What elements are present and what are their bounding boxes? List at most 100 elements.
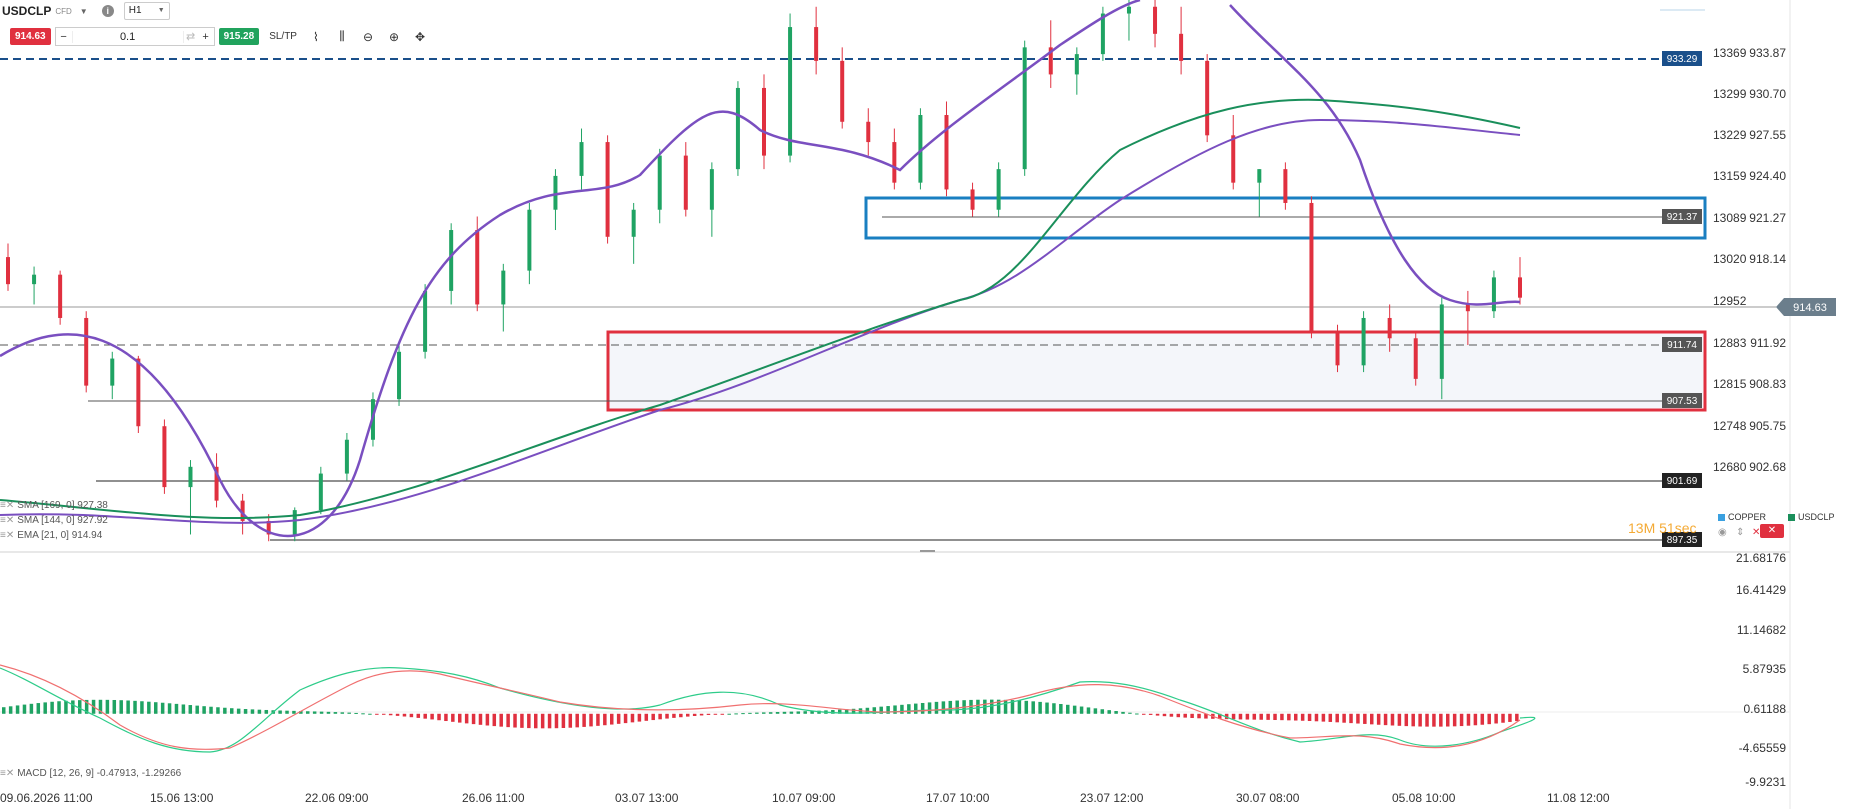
info-icon[interactable]: i (101, 5, 114, 17)
candle[interactable] (397, 345, 402, 406)
price-axis[interactable]: 933.87 930.70 927.55 924.40 921.27 918.1… (1749, 46, 1786, 474)
candle[interactable] (1387, 304, 1392, 352)
line-chart-icon[interactable]: ⌇ (313, 29, 319, 44)
settings-icon[interactable]: ≡✕ (0, 515, 15, 526)
candle[interactable] (1048, 20, 1053, 88)
candle[interactable] (136, 355, 141, 433)
candle[interactable] (1335, 324, 1340, 373)
quantity-input[interactable]: 0.1 (71, 30, 184, 43)
candle[interactable] (1439, 297, 1444, 400)
crosshair-icon[interactable]: ✥ (414, 29, 426, 44)
settings-icon[interactable]: ≡✕ (0, 530, 15, 541)
macd-signal-line[interactable] (0, 664, 1521, 750)
macd-bar (1003, 699, 1008, 714)
candle[interactable] (6, 243, 10, 291)
candle[interactable] (1465, 290, 1470, 346)
settings-icon[interactable]: ≡✕ (0, 768, 15, 779)
secondary-axis[interactable]: 13369 13299 13229 13159 13089 13020 1295… (1713, 46, 1747, 474)
timeframe-select[interactable]: H1 ▼ (123, 2, 170, 20)
candle[interactable] (1126, 0, 1131, 41)
sma-169-line[interactable] (0, 98, 1521, 520)
candlestick-series[interactable] (6, 0, 1522, 542)
candle[interactable] (814, 6, 819, 75)
candle[interactable] (449, 223, 454, 305)
candle[interactable] (1491, 270, 1496, 318)
candle[interactable] (1100, 6, 1105, 61)
candle[interactable] (735, 81, 740, 176)
candle[interactable] (84, 311, 89, 393)
candle[interactable] (579, 128, 584, 190)
candle[interactable] (605, 135, 610, 244)
macd-histogram[interactable] (2, 699, 1519, 729)
candle[interactable] (944, 101, 949, 197)
candle[interactable] (1257, 169, 1262, 217)
candle[interactable] (110, 351, 115, 400)
candle[interactable] (58, 270, 63, 325)
candle[interactable] (970, 182, 975, 217)
candle[interactable] (553, 169, 558, 231)
candle[interactable] (1413, 331, 1418, 386)
symbol-dropdown-icon[interactable]: ▼ (79, 6, 88, 16)
remove-icon[interactable]: ✕ (1752, 527, 1761, 538)
ema-21-legend[interactable]: ≡✕ EMA [21, 0] 914.94 (0, 530, 103, 541)
increase-quantity-button[interactable]: + (202, 30, 209, 43)
candle[interactable] (918, 108, 923, 190)
close-overlay-button[interactable]: ✕ (1760, 524, 1784, 538)
zoom-out-icon[interactable]: ⊖ (362, 29, 374, 44)
candle[interactable] (1205, 54, 1210, 143)
candle-body (683, 155, 688, 210)
sltp-button[interactable]: SL/TP (269, 31, 297, 42)
candle[interactable] (1153, 0, 1158, 48)
settings-icon[interactable]: ≡✕ (0, 500, 15, 511)
candle[interactable] (266, 514, 271, 542)
candle[interactable] (631, 202, 636, 264)
candle[interactable] (1231, 115, 1236, 190)
copper-legend[interactable]: COPPER (1718, 512, 1766, 522)
sell-button[interactable]: 914.63 (10, 28, 51, 45)
candle[interactable] (32, 266, 37, 305)
sma-144-legend[interactable]: ≡✕ SMA [144, 0] 927.92 (0, 515, 108, 526)
candlestick-chart-icon[interactable]: ⫼ (339, 29, 345, 43)
candle[interactable] (788, 13, 793, 163)
candle[interactable] (1283, 162, 1288, 210)
candle[interactable] (892, 128, 897, 190)
macd-axis[interactable]: 21.68176 16.41429 11.14682 5.87935 0.611… (1736, 551, 1786, 789)
usdclp-legend[interactable]: USDCLP (1788, 512, 1835, 522)
candle[interactable] (1309, 196, 1314, 339)
buy-button[interactable]: 915.28 (218, 28, 260, 45)
candle[interactable] (344, 432, 349, 481)
candle[interactable] (1022, 40, 1027, 176)
eye-icon[interactable]: ◉ (1718, 527, 1727, 538)
candle[interactable] (1361, 311, 1366, 373)
symbol-name[interactable]: USDCLP (2, 4, 52, 18)
time-axis[interactable]: 09.06.2026 11:00 15.06 13:00 22.06 09:00… (0, 791, 1610, 805)
ema-21-line-right[interactable] (1229, 4, 1521, 306)
candle[interactable] (866, 108, 871, 156)
decrease-quantity-button[interactable]: − (60, 30, 67, 43)
candle[interactable] (1074, 47, 1079, 95)
candle[interactable] (1518, 257, 1522, 305)
candle[interactable] (683, 142, 688, 217)
candle[interactable] (527, 202, 532, 285)
candle[interactable] (996, 162, 1001, 217)
candle[interactable] (501, 263, 506, 332)
zoom-in-icon[interactable]: ⊕ (388, 29, 400, 44)
candle[interactable] (762, 74, 766, 170)
candle[interactable] (214, 453, 219, 508)
candle[interactable] (1179, 6, 1184, 75)
candle[interactable] (709, 162, 714, 237)
ema-21-line[interactable] (0, 0, 1141, 538)
sma-144-line[interactable] (0, 118, 1521, 524)
candle[interactable] (423, 284, 428, 359)
macd-legend[interactable]: ≡✕ MACD [12, 26, 9] -0.47913, -1.29266 (0, 768, 182, 779)
sma-169-legend[interactable]: ≡✕ SMA [169, 0] 927.38 (0, 500, 108, 511)
candle[interactable] (840, 47, 845, 129)
candle[interactable] (657, 148, 662, 224)
candle[interactable] (318, 466, 323, 515)
candle[interactable] (162, 419, 167, 494)
quantity-stepper[interactable]: − 0.1 ⇄ + (54, 27, 215, 46)
candle-body (709, 169, 714, 210)
swap-icon[interactable]: ⇄ (185, 31, 196, 43)
reorder-icon[interactable]: ⇕ (1736, 527, 1745, 538)
